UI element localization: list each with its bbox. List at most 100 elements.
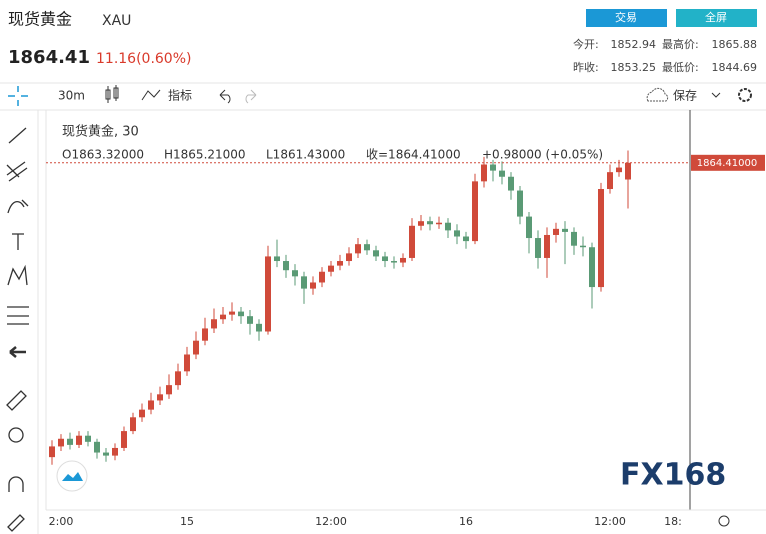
fullscreen-button[interactable] xyxy=(676,9,757,27)
fib-tool[interactable] xyxy=(6,161,28,182)
candle-body xyxy=(148,400,154,410)
trendline-tool[interactable] xyxy=(8,127,27,144)
save[interactable]: 保存 xyxy=(673,89,697,103)
change: 11.16(0.60%) xyxy=(96,51,191,67)
candle-body xyxy=(427,221,433,225)
trade-label[interactable]: 交易 xyxy=(615,10,637,24)
candle-body xyxy=(607,172,613,190)
stat-label: 昨收: xyxy=(573,60,599,74)
x-tick-label: 12:00 xyxy=(594,515,626,528)
candle-body xyxy=(328,265,334,272)
candle-body xyxy=(400,257,406,263)
magnet-tool[interactable] xyxy=(8,476,24,492)
logo-badge xyxy=(56,460,88,492)
candle-body xyxy=(526,216,532,239)
candle-body xyxy=(193,340,199,355)
candle-body xyxy=(274,256,280,262)
candle-body xyxy=(625,162,631,180)
candle-body xyxy=(310,282,316,289)
x-tick-label: 12:00 xyxy=(315,515,347,528)
ruler-tool[interactable] xyxy=(6,390,27,411)
candle-body xyxy=(220,314,226,320)
candle-body xyxy=(544,234,550,258)
candle-body xyxy=(517,190,523,217)
trade-button[interactable] xyxy=(586,9,667,27)
candle-body xyxy=(283,261,289,271)
candle-body xyxy=(535,238,541,258)
candle-body xyxy=(364,244,370,251)
candle-body xyxy=(499,170,505,177)
stat-label: 最低价: xyxy=(662,61,699,74)
x-tick-label: 2:00 xyxy=(49,515,74,528)
crosshair-icon[interactable] xyxy=(8,86,28,106)
candle-body xyxy=(490,164,496,171)
symbol: XAU xyxy=(102,13,131,29)
cloud-icon[interactable] xyxy=(646,87,669,102)
candle-body xyxy=(139,409,145,418)
candle-body xyxy=(292,270,298,277)
candle-body xyxy=(247,316,253,324)
candle-body xyxy=(121,431,127,448)
interval[interactable]: 30m xyxy=(58,89,85,103)
candle-body xyxy=(238,311,244,317)
candle-body xyxy=(436,222,442,225)
candle-body xyxy=(103,452,109,456)
x-tick-label: 15 xyxy=(180,515,194,528)
candle-body xyxy=(589,247,595,288)
candle-icon[interactable] xyxy=(105,85,119,103)
lock-tool[interactable] xyxy=(7,514,25,532)
x-tick-label: 18: xyxy=(664,515,682,528)
candle-body xyxy=(454,230,460,237)
stat-label: 最高价: xyxy=(662,37,699,51)
candle-body xyxy=(58,438,64,447)
watermark: FX168 xyxy=(620,458,726,493)
dropdown-icon[interactable] xyxy=(711,92,721,98)
candle-body xyxy=(130,417,136,432)
text-tool[interactable] xyxy=(12,233,24,250)
fullscreen-label[interactable]: 全屏 xyxy=(705,10,727,24)
candle-body xyxy=(391,261,397,263)
price: 1864.41 xyxy=(8,47,90,68)
last-price-tag xyxy=(691,154,765,171)
ohlc-close: 收=1864.41000 xyxy=(366,148,461,162)
candle-body xyxy=(175,371,181,386)
settings-icon[interactable] xyxy=(738,88,752,102)
candle-body xyxy=(94,441,100,453)
candle-body xyxy=(49,446,55,458)
stat-value: 1865.88 xyxy=(712,38,758,51)
zoom-tool[interactable] xyxy=(8,427,24,443)
candle-body xyxy=(346,253,352,262)
undo-icon[interactable] xyxy=(219,89,231,104)
legend-title: 现货黄金, 30 xyxy=(62,124,139,140)
instrument-name: 现货黄金 xyxy=(8,10,72,29)
candle-body xyxy=(301,276,307,289)
indicators[interactable]: 指标 xyxy=(168,88,192,103)
candle-body xyxy=(382,256,388,262)
candle-body xyxy=(166,385,172,395)
candle-body xyxy=(76,435,82,445)
brush-tool[interactable] xyxy=(7,199,29,214)
indicator-icon[interactable] xyxy=(141,89,161,101)
candle-body xyxy=(562,228,568,232)
last-price-label: 1864.41000 xyxy=(697,158,757,169)
candle-body xyxy=(418,221,424,226)
candle-body xyxy=(85,435,91,442)
redo-icon xyxy=(245,89,257,104)
hide-panel-tool[interactable] xyxy=(9,346,26,358)
time-settings-icon[interactable] xyxy=(718,515,730,527)
candle-body xyxy=(319,271,325,283)
logo-icon xyxy=(62,472,83,481)
candle-body xyxy=(184,354,190,372)
ohlc-high: H1865.21000 xyxy=(164,148,246,162)
pattern-tool[interactable] xyxy=(7,264,28,286)
candle-body xyxy=(256,323,262,332)
candle-body xyxy=(481,164,487,182)
candle-body xyxy=(616,167,622,173)
x-tick-label: 16 xyxy=(459,515,473,528)
candle-body xyxy=(508,176,514,191)
candle-body xyxy=(472,181,478,242)
stat-value: 1844.69 xyxy=(712,61,758,74)
measure-tool[interactable] xyxy=(7,306,29,325)
